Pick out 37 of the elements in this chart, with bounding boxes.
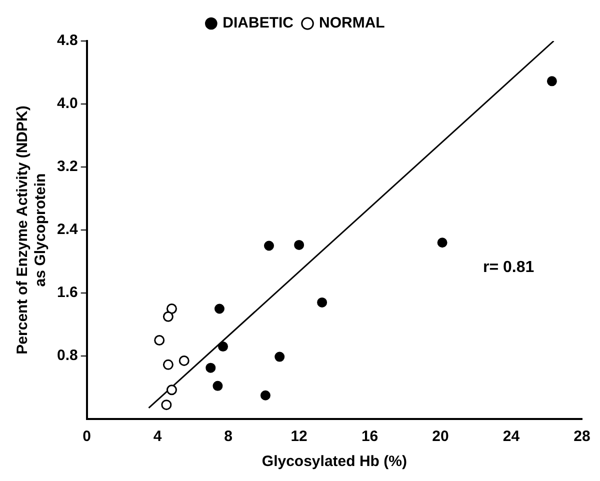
x-tick-label: 24	[502, 428, 520, 446]
point	[206, 362, 216, 373]
annotation: r= 0.81	[482, 259, 534, 276]
point	[214, 304, 224, 314]
point	[260, 390, 270, 400]
point	[264, 240, 274, 251]
x-tick-label: 8	[224, 428, 232, 446]
x-tick-label: 28	[574, 428, 590, 446]
point	[178, 355, 190, 366]
y-tick-label: 1.6	[56, 284, 78, 302]
y-tick-label: 4.8	[56, 32, 78, 50]
point	[162, 359, 174, 370]
point	[162, 311, 174, 322]
point	[166, 304, 177, 314]
point	[154, 335, 165, 346]
x-tick-label: 12	[290, 428, 308, 446]
point	[166, 384, 177, 396]
point	[274, 352, 285, 362]
y-axis-title: Percent of Enzyme Activity (NDPK) as Glycoprotein	[14, 106, 50, 354]
legend-label: NORMAL	[319, 14, 385, 32]
point	[437, 238, 448, 248]
y-tick-label: 2.4	[56, 221, 78, 238]
point	[317, 297, 328, 308]
x-tick-label: 20	[432, 428, 449, 446]
point	[212, 380, 223, 391]
point	[294, 240, 304, 250]
x-tick-label: 0	[82, 428, 92, 446]
y-tick-label: 3.2	[56, 158, 78, 176]
point	[218, 342, 228, 352]
x-axis-title: Glycosylated Hb (%)	[262, 453, 407, 470]
legend-label: DIABETIC	[222, 14, 294, 32]
point	[161, 400, 172, 410]
x-tick-label: 16	[361, 428, 378, 446]
point	[546, 76, 557, 86]
y-tick-label: 0.8	[56, 347, 78, 364]
x-tick-label: 4	[153, 428, 162, 446]
y-tick-label: 4.0	[56, 95, 78, 112]
